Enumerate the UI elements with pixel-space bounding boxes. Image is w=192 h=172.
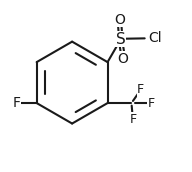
Text: F: F	[129, 113, 137, 126]
Text: F: F	[137, 83, 144, 96]
Text: S: S	[116, 32, 126, 47]
Text: O: O	[117, 52, 128, 66]
Text: Cl: Cl	[148, 31, 162, 45]
Text: F: F	[147, 96, 155, 110]
Text: F: F	[12, 96, 20, 110]
Text: O: O	[114, 13, 125, 27]
